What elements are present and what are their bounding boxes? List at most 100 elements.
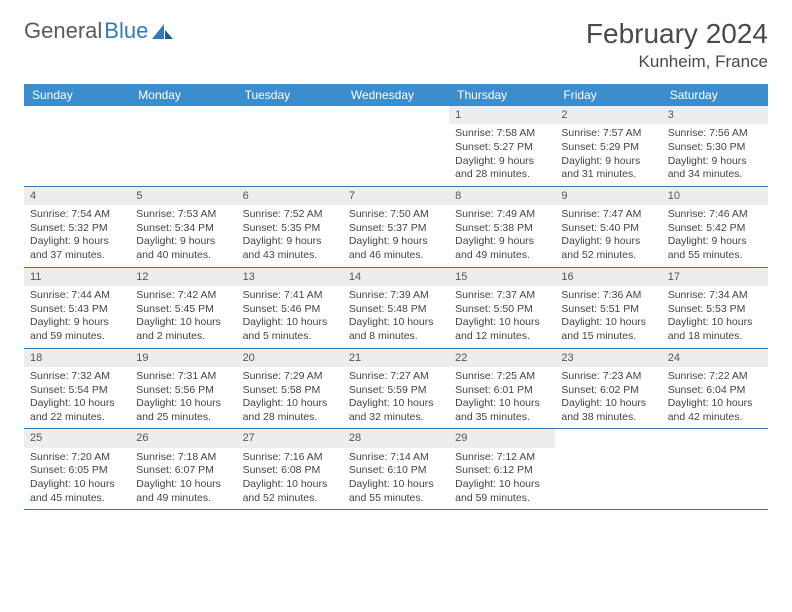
day-number: 13 [237,268,343,286]
day-number: 11 [24,268,130,286]
sunrise-line: Sunrise: 7:39 AM [349,289,443,303]
dl1-line: Daylight: 10 hours [136,478,230,492]
day-number: 24 [662,349,768,367]
dl2-line: and 45 minutes. [30,492,124,506]
sunrise-line: Sunrise: 7:58 AM [455,127,549,141]
sunrise-line: Sunrise: 7:42 AM [136,289,230,303]
day-info: Sunrise: 7:39 AMSunset: 5:48 PMDaylight:… [343,286,449,348]
dl2-line: and 49 minutes. [136,492,230,506]
sunrise-line: Sunrise: 7:44 AM [30,289,124,303]
sunrise-line: Sunrise: 7:20 AM [30,451,124,465]
dl1-line: Daylight: 9 hours [455,235,549,249]
page-header: GeneralBlue February 2024 Kunheim, Franc… [24,18,768,72]
calendar-week-row: 25Sunrise: 7:20 AMSunset: 6:05 PMDayligh… [24,429,768,510]
sunset-line: Sunset: 5:48 PM [349,303,443,317]
calendar-day-cell: 28Sunrise: 7:14 AMSunset: 6:10 PMDayligh… [343,429,449,509]
title-block: February 2024 Kunheim, France [586,18,768,72]
sunset-line: Sunset: 5:59 PM [349,384,443,398]
calendar-day-cell: 21 Sunrise: 7:27 AMSunset: 5:59 PMDayligh… [343,349,449,429]
dl2-line: and 52 minutes. [243,492,337,506]
dl1-line: Daylight: 10 hours [349,316,443,330]
sunset-line: Sunset: 5:37 PM [349,222,443,236]
day-number: 19 [130,349,236,367]
sunset-line: Sunset: 6:01 PM [455,384,549,398]
day-number: 5 [130,187,236,205]
calendar-day-cell [237,106,343,186]
day-number: 10 [662,187,768,205]
calendar-day-cell: 18Sunrise: 7:32 AMSunset: 5:54 PMDayligh… [24,349,130,429]
day-number: 2 [555,106,661,124]
dl2-line: and 15 minutes. [561,330,655,344]
dl1-line: Daylight: 10 hours [668,397,762,411]
day-info: Sunrise: 7:29 AMSunset: 5:58 PMDaylight:… [237,367,343,429]
weekday-label: Wednesday [343,84,449,106]
calendar-day-cell: 8Sunrise: 7:49 AMSunset: 5:38 PMDaylight… [449,187,555,267]
day-info: Sunrise: 7:22 AMSunset: 6:04 PMDaylight:… [662,367,768,429]
day-info: Sunrise: 7:41 AMSunset: 5:46 PMDaylight:… [237,286,343,348]
day-info: Sunrise: 7:50 AMSunset: 5:37 PMDaylight:… [343,205,449,267]
calendar-day-cell: 26Sunrise: 7:18 AMSunset: 6:07 PMDayligh… [130,429,236,509]
calendar-day-cell: 23Sunrise: 7:23 AMSunset: 6:02 PMDayligh… [555,349,661,429]
calendar-day-cell: 24Sunrise: 7:22 AMSunset: 6:04 PMDayligh… [662,349,768,429]
dl2-line: and 25 minutes. [136,411,230,425]
calendar-day-cell [24,106,130,186]
sunset-line: Sunset: 6:02 PM [561,384,655,398]
sunrise-line: Sunrise: 7:29 AM [243,370,337,384]
sunset-line: Sunset: 6:07 PM [136,464,230,478]
calendar-day-cell: 27Sunrise: 7:16 AMSunset: 6:08 PMDayligh… [237,429,343,509]
dl2-line: and 40 minutes. [136,249,230,263]
weekday-label: Monday [130,84,236,106]
dl1-line: Daylight: 10 hours [30,397,124,411]
calendar-week-row: 4Sunrise: 7:54 AMSunset: 5:32 PMDaylight… [24,187,768,268]
day-number: 23 [555,349,661,367]
weekday-label: Thursday [449,84,555,106]
sunrise-line: Sunrise: 7:23 AM [561,370,655,384]
sunrise-line: Sunrise: 7:27 AM [349,370,443,384]
dl2-line: and 22 minutes. [30,411,124,425]
day-info: Sunrise: 7:46 AMSunset: 5:42 PMDaylight:… [662,205,768,267]
dl2-line: and 35 minutes. [455,411,549,425]
calendar-week-row: 1Sunrise: 7:58 AMSunset: 5:27 PMDaylight… [24,106,768,187]
sunrise-line: Sunrise: 7:36 AM [561,289,655,303]
dl1-line: Daylight: 10 hours [349,478,443,492]
dl1-line: Daylight: 9 hours [668,235,762,249]
day-info: Sunrise: 7:20 AMSunset: 6:05 PMDaylight:… [24,448,130,510]
calendar-day-cell: 4Sunrise: 7:54 AMSunset: 5:32 PMDaylight… [24,187,130,267]
sunrise-line: Sunrise: 7:18 AM [136,451,230,465]
dl1-line: Daylight: 9 hours [668,155,762,169]
sunset-line: Sunset: 5:42 PM [668,222,762,236]
dl2-line: and 28 minutes. [243,411,337,425]
calendar-day-cell [662,429,768,509]
day-info: Sunrise: 7:53 AMSunset: 5:34 PMDaylight:… [130,205,236,267]
dl2-line: and 34 minutes. [668,168,762,182]
calendar-day-cell: 10Sunrise: 7:46 AMSunset: 5:42 PMDayligh… [662,187,768,267]
day-number: 21 [343,349,449,367]
sunrise-line: Sunrise: 7:12 AM [455,451,549,465]
day-info: Sunrise: 7:58 AMSunset: 5:27 PMDaylight:… [449,124,555,186]
sunrise-line: Sunrise: 7:31 AM [136,370,230,384]
dl2-line: and 8 minutes. [349,330,443,344]
day-info: Sunrise: 7:23 AMSunset: 6:02 PMDaylight:… [555,367,661,429]
dl1-line: Daylight: 10 hours [349,397,443,411]
dl1-line: Daylight: 9 hours [30,316,124,330]
day-number: 14 [343,268,449,286]
calendar-day-cell: 2Sunrise: 7:57 AMSunset: 5:29 PMDaylight… [555,106,661,186]
day-info: Sunrise: 7:31 AMSunset: 5:56 PMDaylight:… [130,367,236,429]
calendar-day-cell: 13Sunrise: 7:41 AMSunset: 5:46 PMDayligh… [237,268,343,348]
dl1-line: Daylight: 9 hours [349,235,443,249]
dl2-line: and 52 minutes. [561,249,655,263]
calendar-day-cell: 15Sunrise: 7:37 AMSunset: 5:50 PMDayligh… [449,268,555,348]
dl2-line: and 55 minutes. [349,492,443,506]
sail-icon [152,22,174,40]
dl1-line: Daylight: 10 hours [668,316,762,330]
day-number: 8 [449,187,555,205]
sunrise-line: Sunrise: 7:46 AM [668,208,762,222]
sunset-line: Sunset: 5:27 PM [455,141,549,155]
weekday-label: Tuesday [237,84,343,106]
sunset-line: Sunset: 5:56 PM [136,384,230,398]
sunset-line: Sunset: 5:45 PM [136,303,230,317]
dl1-line: Daylight: 9 hours [561,235,655,249]
day-info: Sunrise: 7:56 AMSunset: 5:30 PMDaylight:… [662,124,768,186]
day-number: 20 [237,349,343,367]
calendar-day-cell: 22Sunrise: 7:25 AMSunset: 6:01 PMDayligh… [449,349,555,429]
